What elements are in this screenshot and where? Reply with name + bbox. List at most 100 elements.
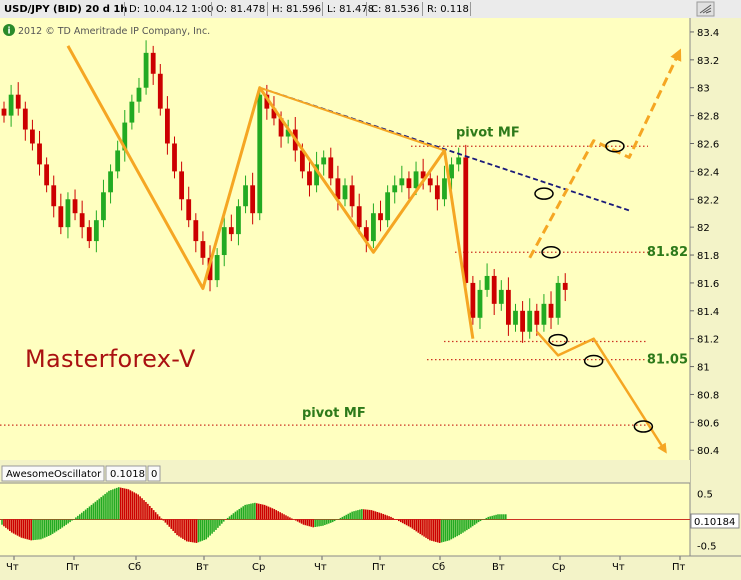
candle [271, 108, 277, 119]
candle [22, 108, 28, 130]
time-tick-label: Вт [196, 562, 209, 573]
time-tick-label: Ср [552, 562, 565, 573]
candle [157, 73, 163, 109]
candle [243, 185, 248, 207]
candle [371, 213, 376, 242]
time-tick-label: Пт [66, 562, 80, 573]
window-corner-icon[interactable] [696, 1, 715, 17]
info-icon[interactable]: i [3, 24, 15, 37]
candle [463, 157, 469, 283]
close-readout: C: 81.536 [371, 4, 420, 15]
candle [200, 241, 206, 258]
candle [406, 178, 412, 189]
oscillator-title-box[interactable] [1, 465, 105, 482]
candle [342, 185, 348, 200]
price-tick-label: 82.6 [697, 139, 719, 150]
candle [86, 227, 92, 242]
triangle-pattern [258, 86, 446, 254]
candle [363, 227, 369, 242]
candle [207, 257, 213, 281]
breakout-marker [633, 420, 654, 433]
candle [236, 206, 241, 235]
candle [30, 129, 35, 144]
price-tick-label: 82.2 [697, 195, 719, 206]
svg-text:i: i [7, 27, 10, 37]
candle [193, 220, 199, 242]
candle [108, 171, 113, 193]
candle [8, 94, 14, 116]
candle [456, 157, 462, 165]
candle [136, 87, 142, 102]
range-readout: R: 0.118 [427, 4, 469, 15]
price-tick-label: 82.4 [697, 167, 719, 178]
price-tick-label: 80.6 [697, 418, 719, 429]
candle [15, 94, 21, 109]
candle [413, 171, 419, 189]
candle [179, 171, 185, 200]
candle [484, 275, 490, 290]
time-tick-label: Ср [252, 562, 265, 573]
level-81.82-label: 81.82 [647, 245, 688, 260]
svg-text:0.10184: 0.10184 [694, 517, 735, 528]
time-tick-label: Пт [372, 562, 386, 573]
low-readout: L: 81.478 [327, 4, 374, 15]
header-bar [0, 0, 741, 18]
symbol-label[interactable]: USD/JPY (BID) 20 d 1h [4, 4, 127, 15]
candle [307, 171, 312, 186]
time-tick-label: Чт [6, 562, 19, 573]
candle [477, 289, 483, 318]
projection-down-pattern [535, 330, 667, 454]
candle [44, 164, 50, 186]
price-tick-label: 81.4 [697, 307, 719, 318]
candle [79, 213, 85, 228]
candle [527, 310, 533, 332]
candle [392, 185, 398, 193]
candle [101, 192, 106, 221]
candle [65, 199, 71, 228]
watermark-text: Masterforex-V [25, 345, 196, 373]
price-tick-label: 82 [697, 223, 710, 234]
price-tick-label: 80.4 [697, 446, 719, 457]
breakout-marker [605, 140, 625, 153]
time-tick-label: Пт [672, 562, 686, 573]
candle [442, 178, 447, 200]
time-tick-label: Чт [612, 562, 625, 573]
candle [150, 52, 156, 74]
candle [58, 206, 64, 228]
candle [221, 227, 227, 256]
oscillator-tick-label: -0.5 [697, 542, 717, 553]
breakout-marker [534, 187, 554, 200]
candle [491, 275, 497, 304]
candle [434, 185, 440, 200]
candle [285, 129, 291, 137]
price-tick-label: 81.6 [697, 279, 719, 290]
breakout-marker [548, 333, 568, 347]
price-tick-label: 83.2 [697, 56, 719, 67]
candle [356, 206, 362, 228]
candle [278, 118, 284, 137]
oscillator-last-value-badge: 0.10184 [690, 513, 740, 529]
candle [51, 185, 57, 207]
candle [186, 199, 192, 221]
date-readout: D: 10.04.12 1:00 [129, 4, 213, 15]
candle [520, 310, 526, 332]
price-tick-label: 83.4 [697, 28, 719, 39]
candle [449, 164, 454, 179]
candle [328, 157, 334, 179]
projection-up-pattern [528, 48, 682, 259]
candle [427, 178, 433, 186]
candle [534, 310, 540, 325]
oscillator-value: 0.1018 [110, 469, 145, 480]
price-axis [690, 18, 741, 460]
time-tick-label: Чт [314, 562, 327, 573]
price-tick-label: 83 [697, 84, 710, 95]
pivot-upper-label: pivot MF [456, 125, 520, 140]
candle [257, 94, 263, 214]
pivot-lower-label: pivot MF [302, 406, 366, 421]
candle [143, 52, 149, 88]
candle [321, 157, 327, 165]
candle [349, 185, 355, 207]
candle [378, 213, 383, 221]
high-readout: H: 81.596 [272, 4, 321, 15]
